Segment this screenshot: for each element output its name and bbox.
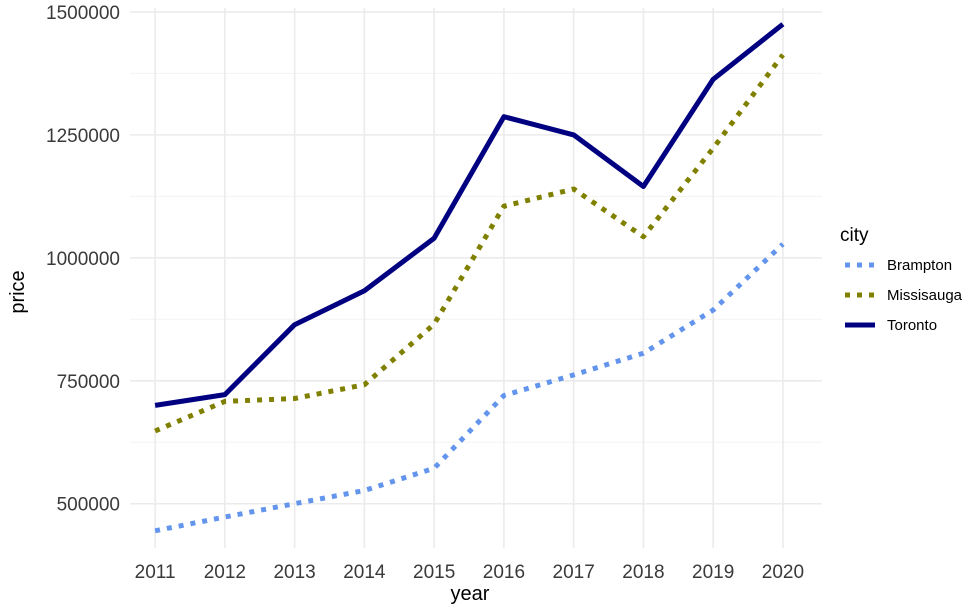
x-tick-label: 2015: [413, 562, 455, 583]
x-tick-label: 2017: [553, 562, 595, 583]
legend-item-brampton: Brampton: [845, 257, 952, 274]
y-tick-label: 1000000: [46, 249, 120, 270]
y-tick-label: 1250000: [46, 126, 120, 147]
y-tick-label: 1500000: [46, 3, 120, 24]
x-tick-label: 2020: [762, 562, 804, 583]
legend-items: Brampton Missisauga Toronto: [845, 257, 963, 334]
x-tick-label: 2018: [622, 562, 664, 583]
x-axis-tick-labels: 2011 2012 2013 2014 2015 2016 2017 2018 2019 2020: [135, 562, 804, 583]
x-tick-label: 2016: [483, 562, 525, 583]
y-axis-title: price: [7, 270, 29, 313]
y-tick-label: 500000: [57, 495, 120, 516]
grid: [130, 8, 822, 548]
minor-gridlines-y: [130, 72, 822, 443]
x-axis-title: year: [451, 583, 490, 605]
series-lines: [154, 22, 785, 534]
x-tick-label: 2013: [273, 562, 315, 583]
y-axis-tick-labels: 500000 750000 1000000 1250000 1500000: [46, 3, 120, 516]
legend-label: Brampton: [887, 257, 952, 274]
legend: city Brampton Missisauga Toronto: [840, 225, 963, 334]
x-tick-label: 2011: [135, 562, 176, 583]
series-line-toronto: [154, 22, 785, 408]
legend-item-missisauga: Missisauga: [845, 287, 963, 304]
x-tick-label: 2014: [343, 562, 386, 583]
legend-item-toronto: Toronto: [845, 317, 937, 334]
legend-label: Missisauga: [887, 287, 963, 304]
major-gridlines-x: [154, 8, 784, 548]
y-tick-label: 750000: [57, 372, 120, 393]
series-line-brampton: [154, 242, 785, 534]
legend-label: Toronto: [887, 317, 937, 334]
x-tick-label: 2019: [692, 562, 734, 583]
legend-title: city: [840, 225, 869, 246]
x-tick-label: 2012: [204, 562, 246, 583]
series-line-missisauga: [154, 53, 785, 434]
